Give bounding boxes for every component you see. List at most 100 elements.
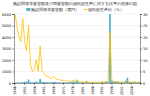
bar [49, 82, 51, 83]
tick: 5000 [2, 24, 14, 28]
tick: 1946 [13, 83, 17, 95]
tick-label: 10 [143, 59, 147, 63]
tick-mark [34, 83, 35, 85]
bar [59, 82, 61, 83]
tick-mark [140, 83, 142, 84]
bar [63, 82, 65, 83]
tick: 1996 [110, 83, 114, 95]
tick: 2001 [120, 83, 124, 95]
tick-mark [140, 60, 142, 61]
tick: 1991 [100, 83, 104, 95]
y-axis: 0 1000 2000 3000 4000 5000 6000 [2, 13, 14, 86]
tick-label: 1981 [81, 86, 85, 95]
tick: 5 [140, 70, 145, 74]
y2-axis: 0 5 10 15 20 25 30 [140, 13, 147, 86]
tick-mark [111, 83, 112, 85]
bar [68, 82, 70, 83]
tick-mark [102, 83, 103, 85]
legend-entry: 施設関係等被害額（億円） [26, 7, 79, 12]
bar [66, 82, 68, 83]
axis-line [15, 84, 141, 86]
line [15, 14, 139, 82]
grid-line [14, 37, 140, 38]
tick-label: 20 [143, 36, 147, 40]
tick-mark [140, 14, 142, 15]
bar [32, 82, 34, 83]
bar [39, 79, 41, 83]
tick: 3000 [2, 47, 14, 51]
tick-mark [12, 60, 14, 61]
tick: 25 [140, 24, 147, 28]
tick-mark [53, 83, 54, 85]
tick: 6000 [2, 13, 14, 17]
tick: 4000 [2, 36, 14, 40]
bar [70, 82, 72, 83]
tick-label: 2006 [130, 86, 134, 95]
tick: 1966 [52, 83, 56, 95]
tick-mark [140, 26, 142, 27]
bar [26, 82, 28, 83]
tick: 0 [140, 82, 145, 86]
bar [74, 82, 76, 83]
tick-label: 2001 [120, 86, 124, 95]
bar [55, 82, 57, 83]
tick: 30 [140, 13, 147, 17]
grid-line [14, 48, 140, 49]
grid-line [14, 25, 140, 26]
tick-label: 25 [143, 24, 147, 28]
tick: 1971 [62, 83, 66, 95]
bar [16, 82, 18, 83]
tick-label: 5000 [2, 24, 11, 28]
tick-mark [12, 14, 14, 15]
tick: 1961 [42, 83, 46, 95]
legend-swatch [26, 8, 30, 11]
bar [45, 82, 47, 83]
grid [14, 14, 140, 83]
tick-mark [140, 49, 142, 50]
tick-label: 2000 [2, 59, 11, 63]
marks [14, 14, 140, 83]
tick-label: 3000 [2, 47, 11, 51]
tick: 1986 [91, 83, 95, 95]
legend: 施設関係等被害額（億円） 国民総生産比（%） [26, 7, 123, 12]
tick: 15 [140, 47, 147, 51]
tick: 0 [9, 82, 14, 86]
bar [24, 82, 26, 83]
tick-mark [121, 83, 122, 85]
legend-label: 国民総生産比（%） [88, 7, 123, 12]
tick-label: 6000 [2, 13, 11, 17]
tick-label: 1971 [62, 86, 66, 95]
tick-label: 1996 [110, 86, 114, 95]
tick-mark [44, 83, 45, 85]
tick-mark [131, 83, 132, 85]
tick-label: 4000 [2, 36, 11, 40]
bar [30, 82, 32, 83]
tick: 1981 [81, 83, 85, 95]
x-axis: 1946195119561961196619711976198119861991… [13, 83, 140, 95]
bar [41, 82, 43, 83]
bar [61, 82, 63, 83]
tick-label: 1991 [100, 86, 104, 95]
bar [18, 82, 20, 83]
legend-entry: 国民総生産比（%） [83, 7, 123, 12]
bar [22, 82, 24, 83]
tick: 1000 [2, 70, 14, 74]
tick: 2006 [130, 83, 134, 95]
tick-label: 1986 [91, 86, 95, 95]
tick: 20 [140, 36, 147, 40]
chart: 施設関係等被害額及び同被害額の国民総生産に対する比率の推移の図194619511… [0, 0, 150, 96]
tick-label: 1946 [13, 86, 17, 95]
tick-mark [63, 83, 64, 85]
tick-mark [12, 83, 14, 84]
axis-line [12, 15, 15, 84]
plot: 1946195119561961196619711976198119861991… [2, 13, 147, 95]
grid-line [14, 60, 140, 61]
tick-label: 1966 [52, 86, 56, 95]
tick-mark [92, 83, 93, 85]
bar [34, 82, 36, 83]
bar [65, 82, 67, 83]
tick-label: 0 [9, 82, 11, 86]
bar [43, 82, 45, 83]
tick: 1976 [71, 83, 75, 95]
tick-label: 1976 [71, 86, 75, 95]
